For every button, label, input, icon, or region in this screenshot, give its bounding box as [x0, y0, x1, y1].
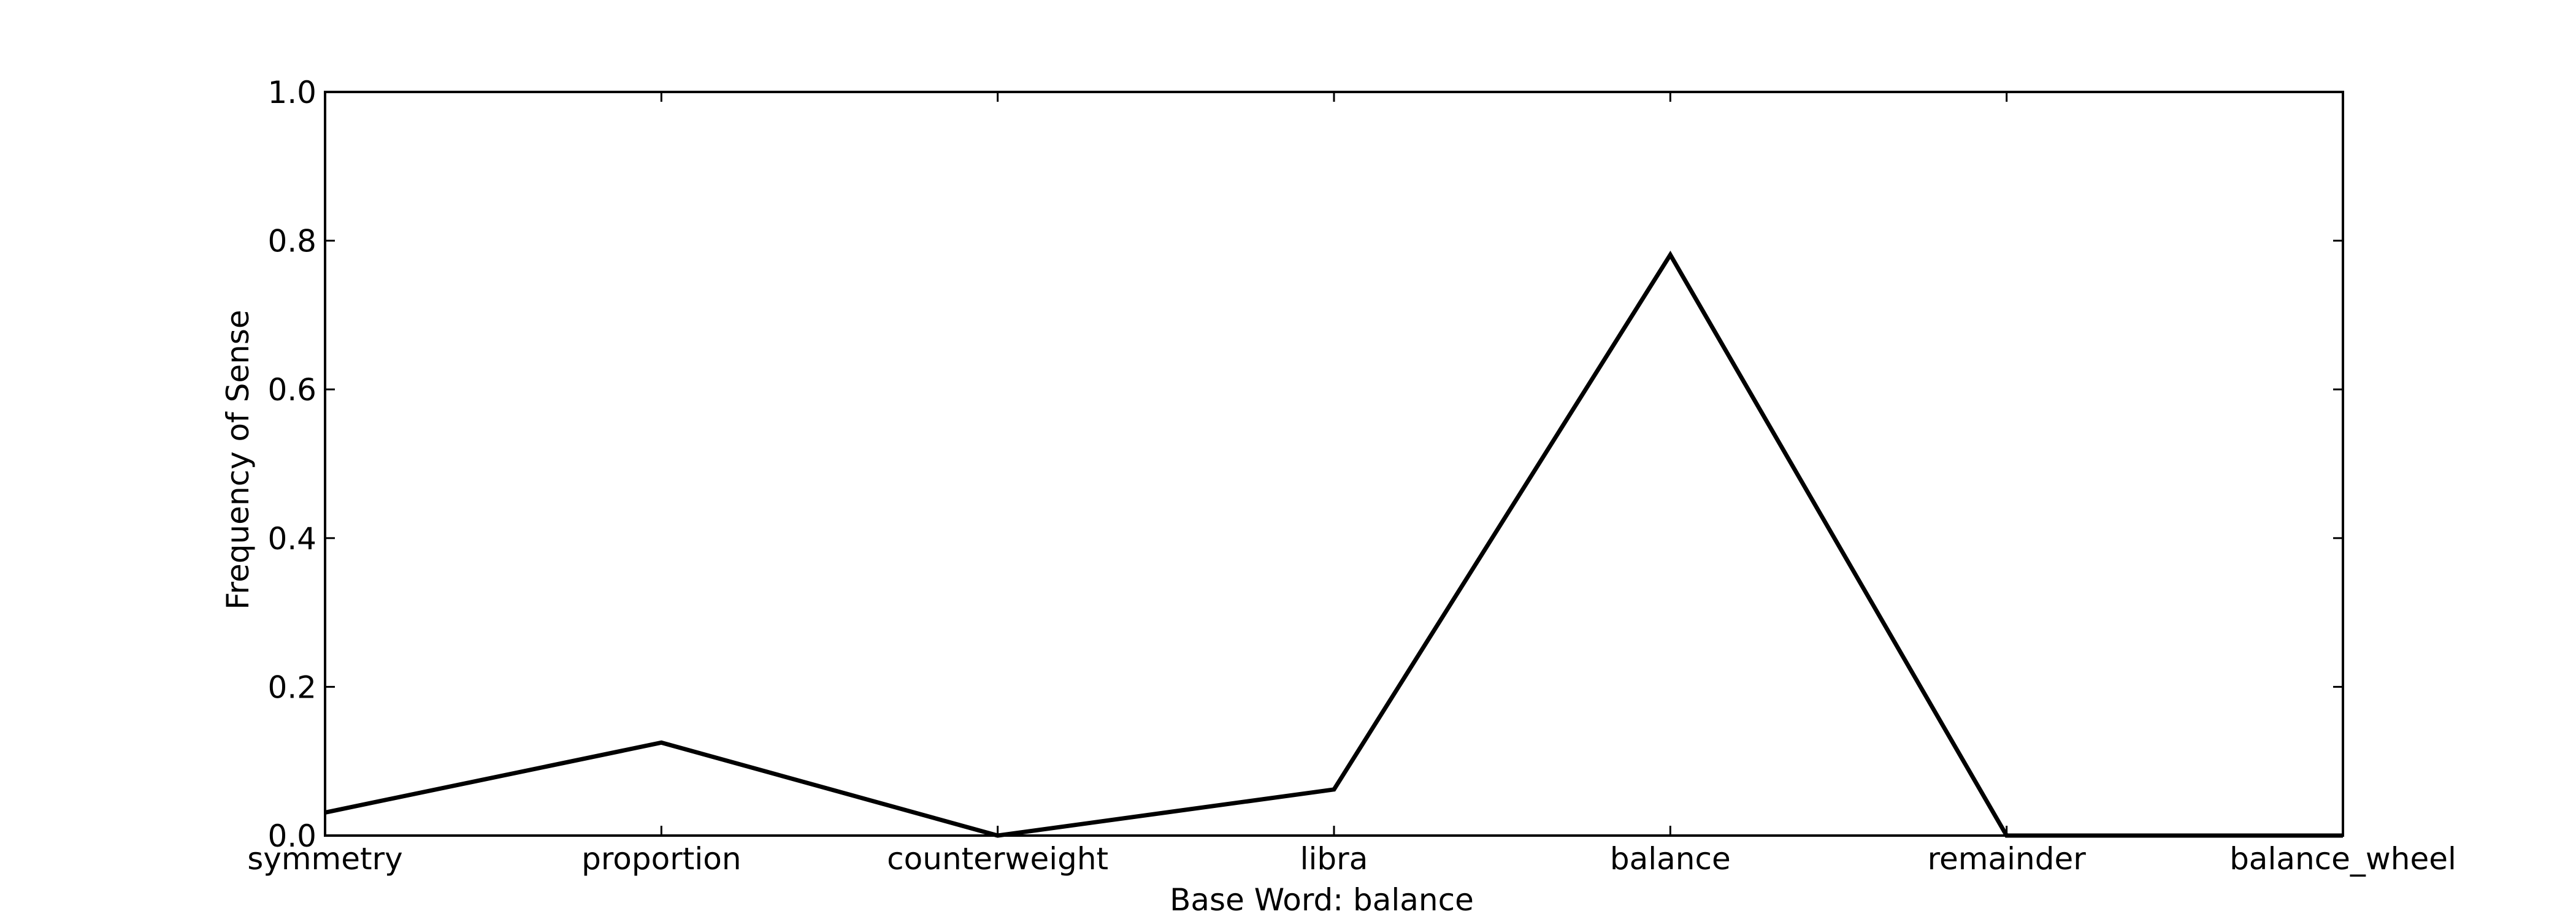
x-tick-label: proportion — [581, 841, 741, 877]
x-tick-label: balance — [1610, 841, 1731, 877]
y-tick-label: 1.0 — [267, 75, 316, 110]
x-tick-label: remainder — [1928, 841, 2087, 877]
x-tick-label: counterweight — [887, 841, 1108, 877]
series-line — [325, 255, 2343, 836]
x-tick-label: libra — [1300, 841, 1368, 877]
plot-area — [325, 92, 2343, 836]
y-tick-label: 0.8 — [267, 224, 316, 259]
series-layer — [325, 255, 2343, 836]
y-axis-label: Frequency of Sense — [220, 310, 256, 609]
y-tick-label: 0.6 — [267, 372, 316, 408]
x-tick-label: symmetry — [247, 841, 403, 877]
y-tick-label: 0.2 — [267, 669, 316, 705]
x-tick-label: balance_wheel — [2229, 841, 2456, 877]
y-tick-label: 0.4 — [267, 521, 316, 557]
y-axis: 0.00.20.40.60.81.0 — [267, 75, 2343, 854]
x-axis-label: Base Word: balance — [1170, 882, 1474, 918]
plot-frame — [325, 92, 2343, 836]
